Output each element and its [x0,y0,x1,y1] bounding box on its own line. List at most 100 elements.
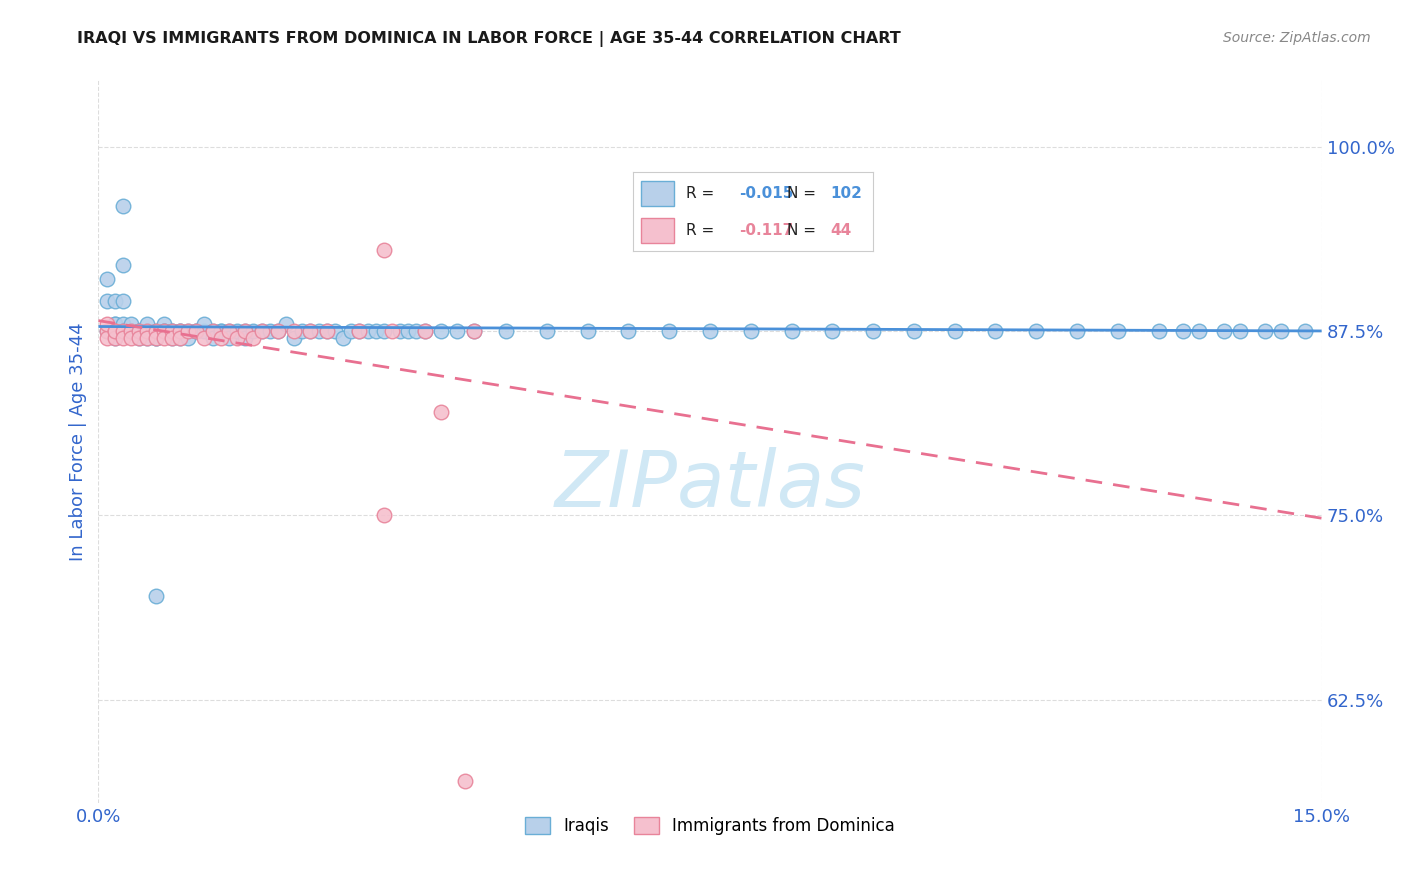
Point [323,324,346,338]
Point [209,331,232,345]
Point [111,324,134,338]
Point [96,317,118,331]
Point [136,331,159,345]
Point [120,331,142,345]
Point [104,294,127,309]
Point [136,324,159,338]
Point [177,331,200,345]
Point [454,773,477,788]
Point [780,324,803,338]
Point [96,324,118,338]
Point [658,324,681,338]
Point [984,324,1007,338]
Point [349,324,371,338]
Text: -0.015: -0.015 [740,186,793,201]
Point [943,324,966,338]
Point [169,324,191,338]
Point [193,317,215,331]
Point [233,324,256,338]
Point [169,331,191,345]
Point [169,331,191,345]
Point [291,324,314,338]
Point [218,324,240,338]
Point [373,243,395,257]
Point [96,331,118,345]
Y-axis label: In Labor Force | Age 35-44: In Labor Force | Age 35-44 [69,322,87,561]
Point [152,324,174,338]
Point [160,324,183,338]
Point [373,324,395,338]
Point [128,324,150,338]
Text: R =: R = [686,223,720,238]
Point [177,324,200,338]
Point [226,324,249,338]
Point [186,324,208,338]
Point [413,324,436,338]
Point [177,324,200,338]
Point [111,317,134,331]
Point [128,331,150,345]
Point [495,324,517,338]
Point [430,405,453,419]
Point [96,324,118,338]
Point [233,324,256,338]
Point [96,294,118,309]
Point [193,324,215,338]
Point [145,331,167,345]
Point [1171,324,1194,338]
Point [699,324,721,338]
Point [120,324,142,338]
Point [242,331,264,345]
Point [111,258,134,272]
Point [283,331,305,345]
Point [821,324,844,338]
Point [136,317,159,331]
Point [111,324,134,338]
Point [299,324,322,338]
Point [1147,324,1170,338]
Point [169,324,191,338]
Point [903,324,925,338]
Point [169,324,191,338]
Point [111,199,134,213]
Point [145,331,167,345]
Point [315,324,337,338]
Point [152,331,174,345]
Point [111,331,134,345]
Point [209,324,232,338]
Point [315,324,337,338]
Text: R =: R = [686,186,720,201]
Point [152,324,174,338]
Point [218,331,240,345]
Point [193,331,215,345]
Point [413,324,436,338]
Text: Source: ZipAtlas.com: Source: ZipAtlas.com [1223,31,1371,45]
Point [120,324,142,338]
Text: IRAQI VS IMMIGRANTS FROM DOMINICA IN LABOR FORCE | AGE 35-44 CORRELATION CHART: IRAQI VS IMMIGRANTS FROM DOMINICA IN LAB… [77,31,901,47]
Text: N =: N = [787,223,821,238]
Point [405,324,427,338]
Point [104,324,127,338]
Point [396,324,419,338]
Point [160,331,183,345]
Point [145,331,167,345]
Point [209,324,232,338]
Point [104,324,127,338]
Point [160,324,183,338]
Point [267,324,290,338]
Point [120,324,142,338]
Point [104,317,127,331]
Text: ZIPatlas: ZIPatlas [554,447,866,523]
Text: 44: 44 [830,223,851,238]
Point [128,324,150,338]
Point [104,331,127,345]
Point [145,324,167,338]
Point [233,331,256,345]
Point [104,317,127,331]
Point [136,324,159,338]
Point [111,294,134,309]
Point [242,324,264,338]
Point [463,324,485,338]
Point [259,324,281,338]
Legend: Iraqis, Immigrants from Dominica: Iraqis, Immigrants from Dominica [519,810,901,841]
